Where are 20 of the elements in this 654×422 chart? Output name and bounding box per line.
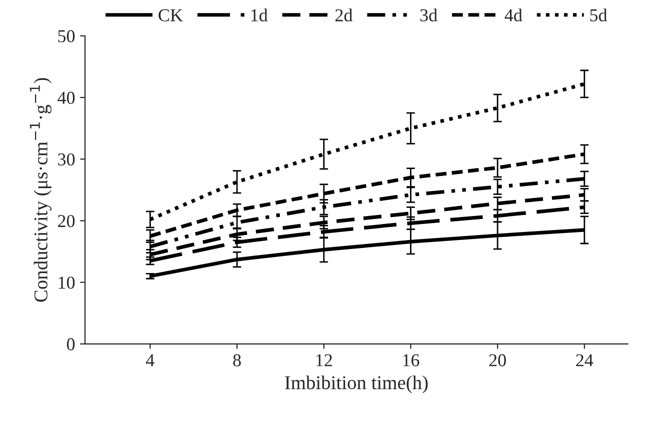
x-tick-label: 24	[576, 354, 594, 366]
x-tick-label: 16	[403, 354, 420, 366]
legend-label: 5d	[590, 8, 608, 22]
y-tick-label: 40	[58, 92, 75, 104]
legend-label: CK	[158, 9, 183, 22]
x-axis-title: Imbibition time(h)	[285, 376, 428, 394]
x-tick-label: 8	[233, 354, 241, 366]
legend-label: 3d	[420, 8, 438, 22]
x-tick-label: 20	[489, 354, 506, 366]
y-tick-label: 30	[58, 153, 75, 166]
y-tick-label: 0	[66, 338, 75, 350]
legend-label: 4d	[504, 8, 522, 22]
legend-label: 2d	[335, 8, 352, 22]
x-tick-label: 12	[316, 354, 332, 366]
y-axis-title: Conductivity (μs·cm$^{−1}$·g$^{−1}$)	[30, 78, 52, 302]
y-tick-label: 10	[58, 276, 75, 289]
x-tick-label: 4	[146, 354, 154, 366]
y-tick-label: 20	[58, 214, 75, 228]
y-tick-label: 50	[58, 30, 75, 42]
legend-label: 1d	[251, 8, 268, 22]
